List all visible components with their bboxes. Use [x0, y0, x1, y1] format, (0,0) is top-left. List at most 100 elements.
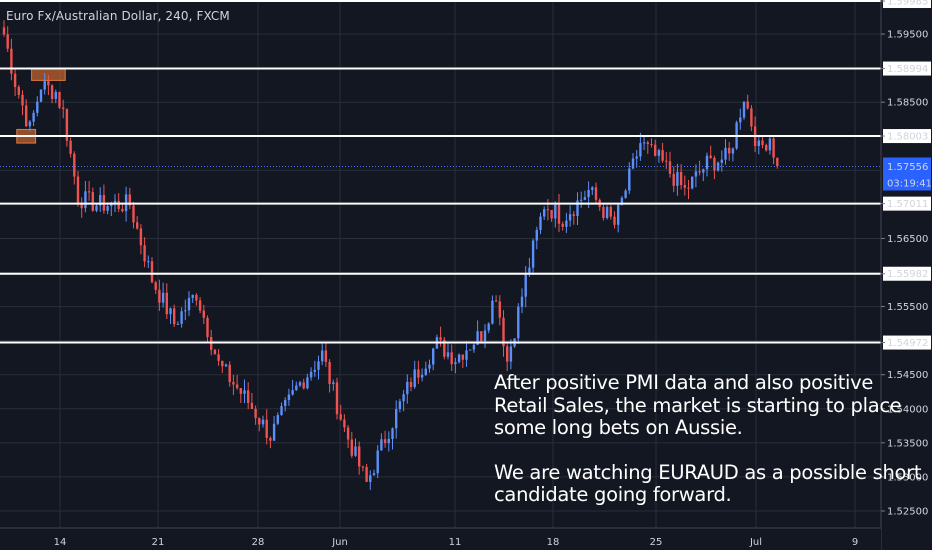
- candle-body: [613, 216, 616, 225]
- price-tick-label: 1.54000: [887, 404, 928, 415]
- candle-body: [73, 153, 76, 177]
- candle-body: [543, 209, 546, 217]
- candle-body: [705, 155, 709, 170]
- candle-body: [95, 205, 98, 211]
- time-axis[interactable]: 14 21 28 Jun 11 18 25 Jul 9: [0, 527, 881, 550]
- candle-body: [591, 187, 594, 190]
- candle-body: [254, 408, 257, 419]
- candle-body: [376, 450, 379, 474]
- candle-body: [206, 317, 209, 338]
- candle-body: [391, 428, 394, 439]
- candle-body: [272, 423, 276, 441]
- candle-body: [317, 361, 320, 370]
- candle-body: [702, 169, 705, 173]
- candle-body: [302, 382, 305, 389]
- level-label-bg: [883, 196, 931, 211]
- price-axis[interactable]: 1.59985 1.59500 1.58994 1.58500 1.58003 1.570…: [880, 0, 932, 550]
- candle-body: [332, 382, 335, 385]
- price-tick-label: 1.58500: [887, 98, 928, 109]
- price-tick-label: 1.54500: [887, 370, 928, 381]
- candle-body: [358, 446, 361, 467]
- candle-body: [402, 394, 405, 402]
- candle-body: [572, 214, 575, 216]
- price-tick-label: 1.58003: [887, 132, 928, 143]
- candle-body: [106, 206, 109, 211]
- candle-body: [328, 361, 331, 385]
- candle-body: [154, 282, 157, 290]
- candle-body: [2, 27, 6, 35]
- candle-body: [306, 377, 309, 389]
- candle-body: [409, 381, 413, 388]
- candle-body: [91, 192, 94, 211]
- candle-body: [550, 209, 553, 219]
- time-tick-label: 11: [449, 537, 462, 548]
- candle-body: [739, 117, 742, 123]
- candle-body: [187, 297, 191, 311]
- horizontal-levels[interactable]: [0, 0, 881, 344]
- candle-body: [261, 419, 265, 425]
- candle-body: [761, 140, 764, 146]
- candle-body: [365, 467, 368, 482]
- level-label-bg: [883, 266, 931, 281]
- candle-body: [528, 267, 531, 275]
- candle-body: [661, 150, 664, 161]
- candle-body: [195, 294, 198, 301]
- countdown-badge: [883, 174, 931, 191]
- level-label-bg: [883, 61, 931, 76]
- candle-body: [602, 206, 605, 218]
- candle-body: [665, 160, 668, 162]
- candle-body: [568, 214, 572, 221]
- annotation-paragraph-1: After positive PMI data and also positiv…: [494, 371, 902, 439]
- candle-body: [750, 108, 753, 127]
- symbol-title: Euro Fx/Australian Dollar, 240, FXCM: [6, 9, 230, 23]
- candle-body: [136, 222, 139, 229]
- candle-body: [36, 101, 39, 113]
- candle-body: [395, 409, 398, 429]
- candle-body: [247, 390, 250, 403]
- candle-body: [372, 473, 376, 476]
- current-price-badge: [883, 157, 931, 175]
- candle-body: [339, 414, 342, 420]
- candle-body: [143, 245, 146, 262]
- candle-body: [202, 310, 205, 318]
- candle-body: [6, 34, 9, 49]
- candle-body: [439, 337, 442, 340]
- candle-body: [139, 228, 143, 246]
- candle-body: [565, 220, 568, 227]
- candle-body: [461, 354, 464, 360]
- candle-body: [720, 159, 723, 163]
- candle-body: [731, 148, 735, 154]
- price-tick-label: 1.53000: [887, 472, 928, 483]
- candle-body: [413, 369, 416, 388]
- candle-body: [295, 385, 298, 391]
- candle-body: [472, 344, 476, 350]
- candle-body: [99, 195, 102, 206]
- candle-body: [369, 475, 372, 482]
- price-tick-label: 1.52500: [887, 506, 928, 517]
- candle-body: [380, 439, 383, 451]
- candle-body: [176, 323, 180, 325]
- candle-body: [469, 349, 472, 351]
- candle-body: [605, 206, 609, 218]
- candle-body: [361, 466, 365, 468]
- candle-body: [450, 352, 453, 365]
- candle-body: [32, 112, 35, 122]
- candle-body: [683, 185, 686, 188]
- candle-body: [110, 203, 113, 207]
- time-tick-label: 9: [852, 537, 858, 548]
- candle-body: [346, 427, 350, 440]
- candle-body: [746, 101, 749, 109]
- candle-body: [509, 346, 513, 362]
- candle-body: [639, 143, 642, 157]
- candle-body: [491, 300, 494, 324]
- candle-body: [184, 310, 187, 312]
- candle-body: [524, 274, 527, 297]
- candle-body: [180, 311, 183, 324]
- price-tick-label: 1.59500: [887, 30, 928, 41]
- candle-body: [498, 301, 501, 318]
- candle-body: [679, 172, 683, 186]
- candle-body: [650, 144, 653, 146]
- candle-body: [654, 144, 657, 156]
